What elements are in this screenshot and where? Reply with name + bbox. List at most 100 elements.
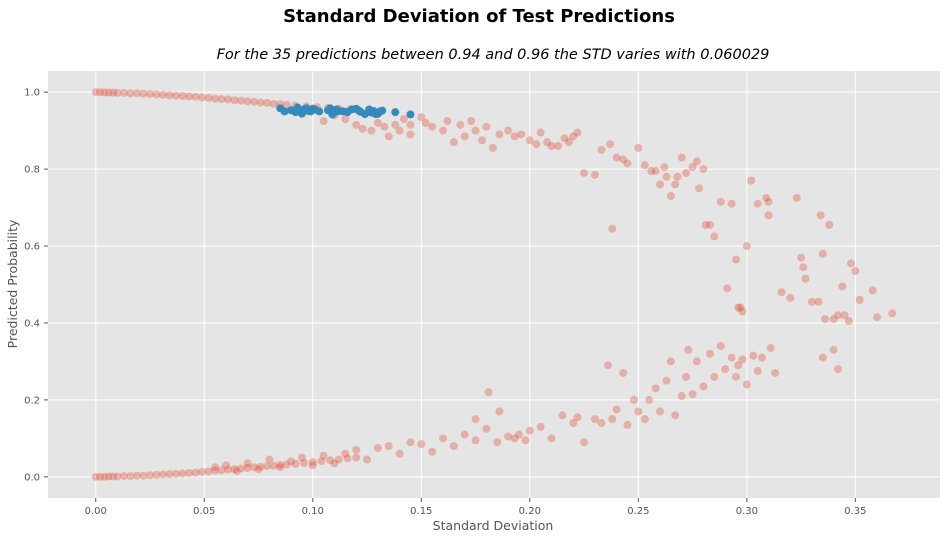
scatter-point: [629, 395, 638, 404]
scatter-point: [104, 88, 113, 97]
scatter-point: [634, 143, 643, 152]
highlighted-scatter-point: [406, 110, 415, 119]
scatter-point: [710, 372, 719, 381]
scatter-point: [269, 99, 278, 108]
scatter-point: [384, 442, 393, 451]
scatter-point: [847, 259, 856, 268]
scatter-point: [753, 199, 762, 208]
scatter-point: [569, 132, 578, 141]
scatter-point: [777, 288, 786, 297]
scatter-point: [623, 420, 632, 429]
scatter-point: [263, 462, 272, 471]
scatter-point: [504, 126, 513, 135]
scatter-point: [263, 98, 272, 107]
scatter-point: [564, 138, 573, 147]
scatter-point: [224, 465, 233, 474]
scatter-point: [560, 134, 569, 143]
scatter-point: [684, 345, 693, 354]
scatter-point: [623, 159, 632, 168]
scatter-point: [695, 184, 704, 193]
highlighted-scatter-point: [315, 107, 324, 116]
scatter-point: [417, 440, 426, 449]
scatter-point: [373, 443, 382, 452]
scatter-point: [671, 411, 680, 420]
scatter-point: [428, 122, 437, 131]
scatter-point: [132, 89, 141, 98]
scatter-point: [139, 471, 148, 480]
scatter-point: [358, 124, 367, 133]
scatter-point: [211, 94, 220, 103]
scatter-point: [330, 459, 339, 468]
scatter-point: [449, 138, 458, 147]
scatter-point: [716, 197, 725, 206]
scatter-point: [734, 361, 743, 370]
scatter-point: [640, 415, 649, 424]
scatter-point: [443, 117, 452, 126]
scatter-point: [603, 361, 612, 370]
scatter-point: [384, 132, 393, 141]
highlighted-scatter-point: [378, 106, 387, 115]
scatter-point: [820, 315, 829, 324]
scatter-point: [797, 253, 806, 262]
scatter-point: [840, 311, 849, 320]
scatter-point: [612, 405, 621, 414]
scatter-point: [152, 470, 161, 479]
scatter-point: [833, 311, 842, 320]
scatter-point: [573, 128, 582, 137]
scatter-point: [109, 472, 118, 481]
scatter-point: [723, 284, 732, 293]
scatter-point: [606, 140, 615, 149]
scatter-point: [172, 91, 181, 100]
x-tick-label: 0.15: [410, 506, 432, 517]
scatter-point: [380, 122, 389, 131]
scatter-point: [688, 390, 697, 399]
scatter-point: [816, 211, 825, 220]
scatter-point: [580, 438, 589, 447]
scatter-point: [211, 466, 220, 475]
scatter-point: [612, 153, 621, 162]
scatter-point: [742, 242, 751, 251]
scatter-point: [786, 293, 795, 302]
scatter-point: [146, 471, 155, 480]
scatter-point: [814, 297, 823, 306]
scatter-point: [132, 471, 141, 480]
scatter-point: [682, 168, 691, 177]
scatter-point: [395, 126, 404, 135]
scatter-point: [738, 355, 747, 364]
scatter-point: [297, 453, 306, 462]
scatter-point: [265, 455, 274, 464]
scatter-point: [109, 88, 118, 97]
scatter-point: [482, 122, 491, 131]
scatter-point: [799, 263, 808, 272]
scatter-point: [645, 395, 654, 404]
scatter-point: [224, 95, 233, 104]
scatter-point: [495, 407, 504, 416]
scatter-point: [758, 353, 767, 362]
scatter-point: [634, 407, 643, 416]
scatter-point: [656, 407, 665, 416]
scatter-point: [662, 172, 671, 181]
scatter-point: [573, 413, 582, 422]
scatter-point: [139, 89, 148, 98]
scatter-point: [191, 92, 200, 101]
x-tick-label: 0.35: [844, 506, 866, 517]
scatter-point: [198, 467, 207, 476]
scatter-point: [753, 367, 762, 376]
scatter-point: [597, 145, 606, 154]
scatter-point: [204, 467, 213, 476]
highlighted-scatter-point: [391, 108, 400, 117]
scatter-point: [198, 93, 207, 102]
y-axis-ticks: 0.0 0.2 0.4 0.6 0.8 1.0: [24, 88, 48, 483]
scatter-point: [243, 463, 252, 472]
scatter-point: [254, 465, 263, 474]
scatter-point: [656, 180, 665, 189]
scatter-point: [172, 469, 181, 478]
chart-title: Standard Deviation of Test Predictions: [283, 6, 675, 27]
scatter-point: [517, 130, 526, 139]
scatter-point: [736, 303, 745, 312]
scatter-point: [217, 466, 226, 475]
scatter-point: [734, 303, 743, 312]
scatter-point: [352, 120, 361, 129]
scatter-point: [807, 297, 816, 306]
scatter-point: [647, 167, 656, 176]
